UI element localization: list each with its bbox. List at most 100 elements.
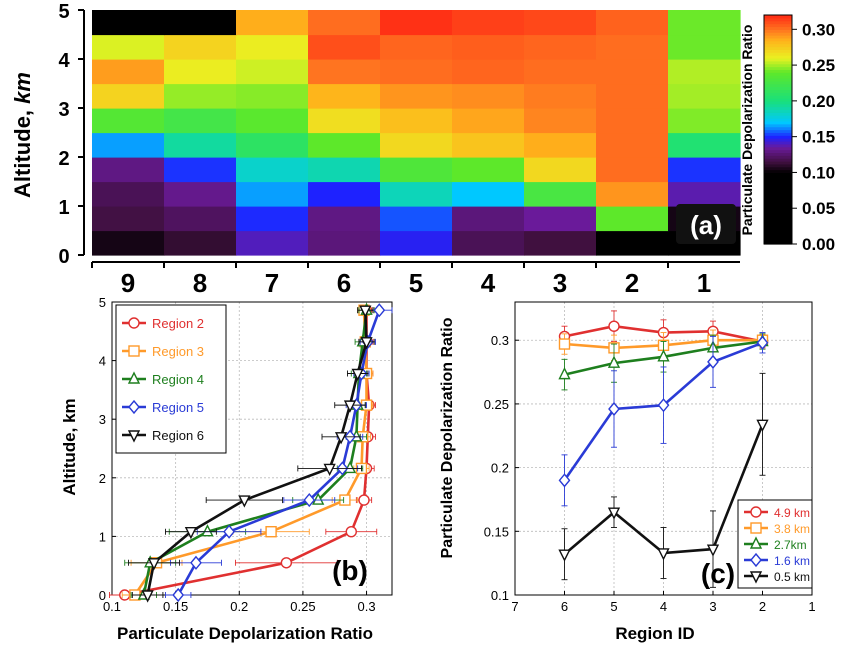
panel-b-y-tick-label: 4 <box>99 354 106 369</box>
panel-b-label: (b) <box>332 555 368 586</box>
panel-c-y-axis-label: Particulate Depolarization Ratio <box>439 317 456 558</box>
heatmap-cells <box>92 10 741 256</box>
heatmap-cell <box>668 182 741 207</box>
heatmap-cell <box>236 108 309 133</box>
panel-b-x-axis-label: Particulate Depolarization Ratio <box>117 624 373 643</box>
heatmap-cell <box>236 206 309 231</box>
heatmap-y-tick-label: 5 <box>58 1 69 23</box>
heatmap-cell <box>308 84 381 109</box>
panel-c-data-point <box>758 420 768 430</box>
panel-c-x-tick-label: 5 <box>610 599 617 614</box>
heatmap-cell <box>92 35 165 60</box>
colorbar-tick-label: 0.20 <box>802 92 835 111</box>
panel-c-region-chart: 7 6 5 4 3 2 1 0.1 0.15 0.2 0.25 0.3 4.9 km 3.8 km 2.7k… <box>484 302 816 614</box>
heatmap-x-category-label: 4 <box>481 268 496 298</box>
heatmap-cell <box>596 35 669 60</box>
heatmap-cell <box>236 133 309 158</box>
panel-b-y-tick-label: 3 <box>99 412 106 427</box>
heatmap-cell <box>308 206 381 231</box>
panel-b-y-tick-label: 1 <box>99 529 106 544</box>
heatmap-x-category-label: 2 <box>625 268 639 298</box>
panel-c-legend: 4.9 km3.8 km2.7km1.6 km0.5 km <box>738 500 812 588</box>
heatmap-cell <box>164 108 237 133</box>
heatmap-x-category-label: 7 <box>265 268 279 298</box>
heatmap-cell <box>380 157 453 182</box>
panel-b-legend-label: Region 3 <box>152 344 204 359</box>
heatmap-cell <box>452 133 525 158</box>
heatmap-cell <box>452 108 525 133</box>
heatmap-cell <box>92 182 165 207</box>
panel-c-legend-label: 4.9 km <box>774 506 810 520</box>
heatmap-cell <box>524 182 597 207</box>
heatmap-cell <box>92 10 165 35</box>
heatmap-x-categories: 9 8 7 6 5 4 3 2 1 <box>92 262 740 298</box>
heatmap-cell <box>308 108 381 133</box>
heatmap-x-category-label: 3 <box>553 268 567 298</box>
heatmap-cell <box>164 59 237 84</box>
heatmap-cell <box>308 182 381 207</box>
heatmap-cell <box>308 10 381 35</box>
panel-b-y-axis-label: Altitude, km <box>60 398 79 495</box>
panel-b-y-tick-label: 5 <box>99 295 106 310</box>
heatmap-cell <box>92 59 165 84</box>
heatmap-cell <box>380 59 453 84</box>
panel-b-x-tick-label: 0.2 <box>230 599 248 614</box>
heatmap-y-ticks: 012345 <box>58 1 84 268</box>
panel-b-data-point <box>281 558 291 568</box>
panel-b-y-tick-label: 0 <box>99 588 106 603</box>
heatmap-y-axis-label: Altitude, km <box>10 72 35 198</box>
heatmap-cell <box>164 133 237 158</box>
heatmap-y-tick-label: 3 <box>58 99 69 121</box>
panel-b-x-tick-label: 0.15 <box>163 599 188 614</box>
heatmap-cell <box>524 108 597 133</box>
colorbar-tick-label: 0.00 <box>802 235 835 254</box>
panel-c-y-tick-label: 0.2 <box>491 461 509 476</box>
panel-b-x-tick-label: 0.3 <box>358 599 376 614</box>
colorbar-tick-label: 0.05 <box>802 199 835 218</box>
panel-c-y-tick-label: 0.1 <box>491 588 509 603</box>
panel-b-data-point <box>346 527 356 537</box>
heatmap-cell <box>596 84 669 109</box>
heatmap-cell <box>380 206 453 231</box>
colorbar-tick-label: 0.25 <box>802 56 835 75</box>
panel-c-y-tick-label: 0.15 <box>484 524 509 539</box>
heatmap-cell <box>452 59 525 84</box>
heatmap-cell <box>308 231 381 256</box>
heatmap-cell <box>164 35 237 60</box>
heatmap-cell <box>236 35 309 60</box>
colorbar-tick-label: 0.10 <box>802 163 835 182</box>
heatmap-cell <box>596 133 669 158</box>
heatmap-cell <box>380 133 453 158</box>
panel-b-y-tick-label: 2 <box>99 471 106 486</box>
colorbar-segment <box>764 15 792 18</box>
heatmap-cell <box>668 59 741 84</box>
panel-c-legend-marker <box>751 523 761 533</box>
heatmap-cell <box>164 231 237 256</box>
heatmap-cell <box>452 84 525 109</box>
panel-b-legend: Region 2 Region 3 Region 4 Region 5 Region 6 <box>116 305 226 453</box>
panel-c-legend-label: 2.7km <box>774 538 807 552</box>
colorbar-label: Particulate Depolarization Ratio <box>739 25 755 236</box>
heatmap-cell <box>452 10 525 35</box>
heatmap-cell <box>380 231 453 256</box>
heatmap-y-tick-label: 0 <box>58 246 69 268</box>
heatmap-cell <box>164 10 237 35</box>
panel-c-x-tick-label: 1 <box>808 599 815 614</box>
heatmap-cell <box>452 182 525 207</box>
panel-b-data-point <box>266 527 276 537</box>
heatmap-y-tick-label: 2 <box>58 148 69 170</box>
panel-b-data-point <box>374 304 384 316</box>
heatmap-cell <box>596 10 669 35</box>
heatmap-cell <box>596 108 669 133</box>
panel-c-data-point <box>560 339 570 349</box>
panel-a-label: (a) <box>676 204 736 244</box>
heatmap-cell <box>236 84 309 109</box>
heatmap-cell <box>596 157 669 182</box>
heatmap-cell <box>164 206 237 231</box>
heatmap-cell <box>524 231 597 256</box>
heatmap-cell <box>596 206 669 231</box>
heatmap-cell <box>668 10 741 35</box>
heatmap-cell <box>668 157 741 182</box>
colorbar-tick-label: 0.30 <box>802 20 835 39</box>
heatmap-cell <box>524 133 597 158</box>
